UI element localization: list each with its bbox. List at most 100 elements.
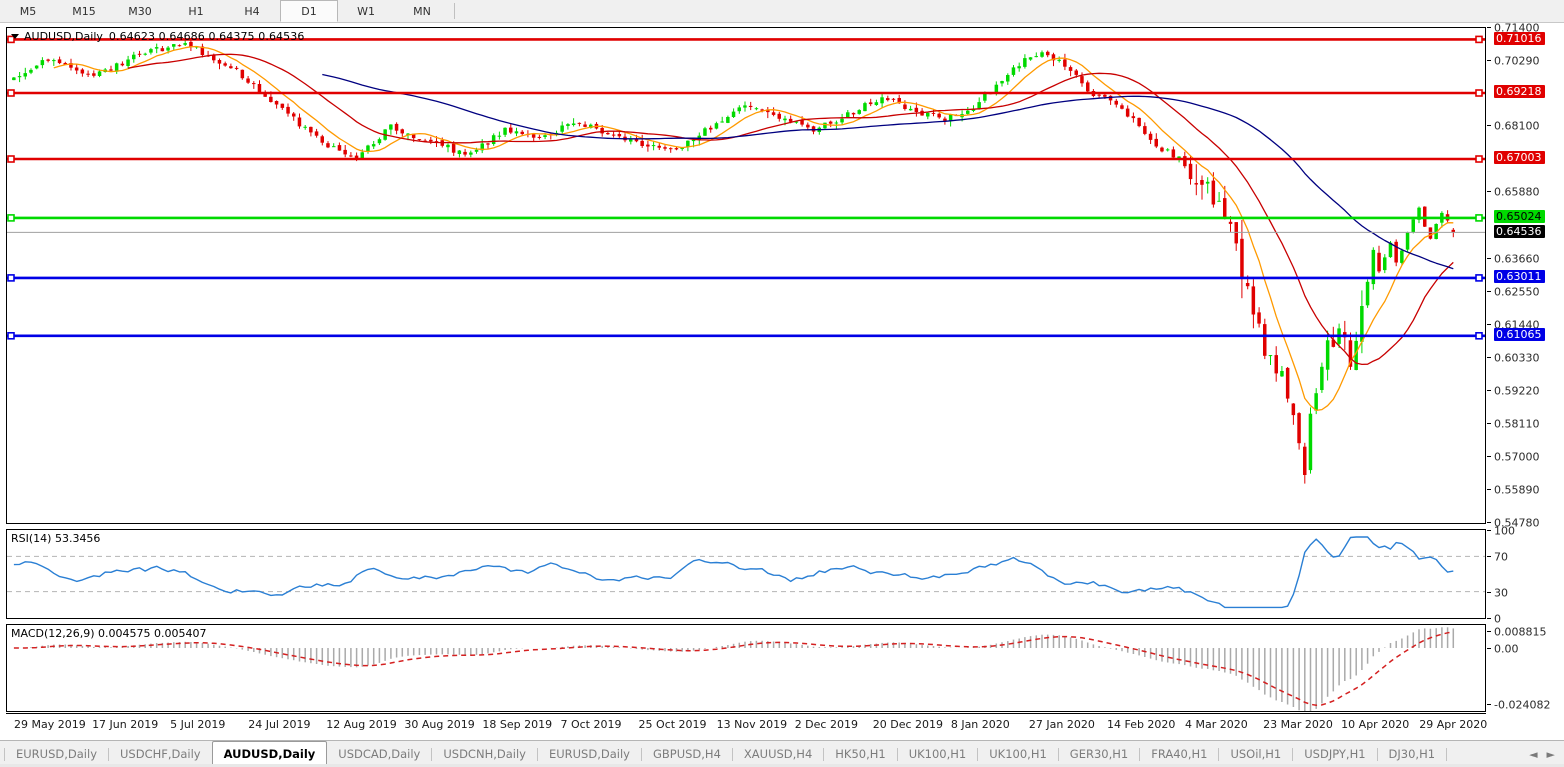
date-tick: 18 Sep 2019 <box>482 718 553 731</box>
symbol-tab-ger30-h1[interactable]: GER30,H1 <box>1069 747 1129 761</box>
level-price-label-blue[interactable]: 0.61065 <box>1494 328 1545 342</box>
timeframe-h4[interactable]: H4 <box>244 4 260 18</box>
symbol-tab-bar[interactable]: EURUSD,Daily USDCHF,Daily AUDUSD,Daily USDC… <box>0 740 1564 767</box>
price-tick: 0.61440 <box>1487 318 1540 331</box>
symbol-tab-uk100-h1[interactable]: UK100,H1 <box>989 747 1047 761</box>
rsi-tick: 0 <box>1487 612 1501 626</box>
date-tick: 27 Jan 2020 <box>1028 718 1095 731</box>
macd-tick: 0.008815 <box>1487 625 1547 639</box>
rsi-line-chart <box>7 536 1485 609</box>
timeframe-mn[interactable]: MN <box>413 4 431 18</box>
price-tick-label: 0.63660 <box>1494 252 1540 266</box>
price-axis[interactable]: 0.71400 0.70290 0.68100 0.65880 0.63660 0.625… <box>1487 22 1564 530</box>
symbol-tab-gbpusd-h4[interactable]: GBPUSD,H4 <box>652 747 721 761</box>
current-price-label[interactable]: 0.64536 <box>1494 224 1545 238</box>
tab-separator <box>823 747 825 761</box>
tab-separator <box>731 747 733 761</box>
date-tick: 2 Dec 2019 <box>794 718 858 731</box>
timeframe-toolbar[interactable]: M5 M15 M30 H1 H4 D1 W1 MN <box>0 0 1564 23</box>
symbol-tab-hk50-h1[interactable]: HK50,H1 <box>835 747 886 761</box>
rsi-tick: 30 <box>1487 586 1508 599</box>
price-tick: 0.65880 <box>1487 185 1540 199</box>
timeframe-h1[interactable]: H1 <box>188 4 204 18</box>
timeframe-m15[interactable]: M15 <box>72 4 96 18</box>
date-tick: 7 Oct 2019 <box>560 718 622 731</box>
date-tick: 25 Oct 2019 <box>638 718 707 731</box>
rsi-label: RSI(14) 53.3456 <box>11 532 101 545</box>
macd-histogram-chart <box>13 627 1455 711</box>
price-tick: 0.54780 <box>1487 516 1540 530</box>
price-tick: 0.70290 <box>1487 54 1540 68</box>
date-tick: 10 Apr 2020 <box>1341 718 1410 731</box>
timeframe-m5[interactable]: M5 <box>19 4 37 18</box>
price-tick-label: 0.70290 <box>1494 54 1540 68</box>
symbol-tab-usdcnh-daily[interactable]: USDCNH,Daily <box>443 747 526 761</box>
macd-tick: -0.024082 <box>1487 698 1550 712</box>
ohlc-values: 0.64623 0.64686 0.64375 0.64536 <box>108 30 305 43</box>
date-tick: 12 Aug 2019 <box>326 718 397 731</box>
symbol-tab-eurusd-daily[interactable]: EURUSD,Daily <box>548 747 630 761</box>
level-price-label-red[interactable]: 0.71016 <box>1494 31 1545 45</box>
price-tick: 0.55890 <box>1487 483 1540 496</box>
price-tick-label: 0.57000 <box>1494 450 1540 464</box>
rsi-indicator-panel[interactable]: RSI(14) 53.3456 <box>6 529 1486 619</box>
price-tick: 0.60330 <box>1487 351 1540 364</box>
price-chart-panel[interactable]: AUDUSD,Daily 0.64623 0.64686 0.64375 0.64… <box>6 27 1486 524</box>
tab-separator <box>1218 747 1220 761</box>
price-tick: 0.68100 <box>1487 119 1540 133</box>
tab-separator <box>640 747 642 761</box>
rsi-axis: 100 70 30 0 <box>1487 525 1564 626</box>
collapse-triangle-icon[interactable] <box>11 34 19 39</box>
date-tick: 24 Jul 2019 <box>248 718 311 731</box>
bottom-scrollbar[interactable] <box>0 764 1564 767</box>
price-tick-label: 0.65880 <box>1494 185 1540 199</box>
macd-label: MACD(12,26,9) 0.004575 0.005407 <box>11 627 207 640</box>
date-axis[interactable]: 29 May 2019 17 Jun 2019 5 Jul 2019 24 Jul 2… <box>6 713 1488 737</box>
price-tick: 0.58110 <box>1487 417 1540 430</box>
level-price-label-red[interactable]: 0.69218 <box>1494 85 1545 99</box>
tab-separator <box>1376 747 1378 761</box>
symbol-tab-usdjpy-h1[interactable]: USDJPY,H1 <box>1304 747 1366 761</box>
level-price-label-green[interactable]: 0.65024 <box>1494 210 1545 224</box>
symbol-tab-dj30-h1[interactable]: DJ30,H1 <box>1388 747 1436 761</box>
tab-scroll-right-icon[interactable]: ► <box>1546 747 1555 761</box>
toolbar-filler <box>459 0 1564 22</box>
date-tick: 29 May 2019 <box>14 718 86 731</box>
date-tick: 13 Nov 2019 <box>716 718 788 731</box>
price-tick-label: 0.59220 <box>1494 384 1540 398</box>
symbol-tab-uk100-h1[interactable]: UK100,H1 <box>908 747 967 761</box>
tab-separator <box>1292 747 1294 761</box>
macd-indicator-panel[interactable]: MACD(12,26,9) 0.004575 0.005407 <box>6 624 1486 712</box>
symbol-tab-usdcad-daily[interactable]: USDCAD,Daily <box>338 747 421 761</box>
tab-separator <box>896 747 898 761</box>
rsi-tick: 70 <box>1487 550 1508 564</box>
level-price-label-red[interactable]: 0.67003 <box>1494 151 1545 165</box>
symbol-tab-fra40-h1[interactable]: FRA40,H1 <box>1151 747 1208 761</box>
price-tick-label: 0.55890 <box>1494 483 1540 497</box>
symbol-tab-eurusd-daily[interactable]: EURUSD,Daily <box>16 747 97 761</box>
symbol-tab-xauusd-h4[interactable]: XAUUSD,H4 <box>743 747 813 761</box>
price-tick-label: 0.54780 <box>1494 516 1540 530</box>
level-price-label-blue[interactable]: 0.63011 <box>1494 270 1545 284</box>
timeframe-w1[interactable]: W1 <box>357 4 375 18</box>
macd-axis: 0.008815 0.00 -0.024082 <box>1487 624 1564 712</box>
tab-scroll-left-icon[interactable]: ◄ <box>1529 747 1538 761</box>
price-tick-label: 0.68100 <box>1494 119 1540 133</box>
price-tick: 0.71400 <box>1487 21 1540 35</box>
symbol-label: AUDUSD,Daily <box>24 30 103 43</box>
date-tick: 30 Aug 2019 <box>404 718 475 731</box>
price-tick: 0.57000 <box>1487 450 1540 463</box>
price-tick: 0.59220 <box>1487 384 1540 397</box>
chart-area[interactable]: AUDUSD,Daily 0.64623 0.64686 0.64375 0.64… <box>0 22 1564 731</box>
date-tick: 29 Apr 2020 <box>1419 718 1488 731</box>
tab-separator <box>977 747 979 761</box>
symbol-tab-usoil-h1[interactable]: USOil,H1 <box>1230 747 1282 761</box>
rsi-tick: 100 <box>1487 524 1515 538</box>
timeframe-d1[interactable]: D1 <box>280 0 338 22</box>
date-tick: 4 Mar 2020 <box>1185 718 1248 731</box>
symbol-tab-usdchf-daily[interactable]: USDCHF,Daily <box>120 747 201 761</box>
timeframe-m30[interactable]: M30 <box>128 4 152 18</box>
candlestick-chart <box>7 35 1485 484</box>
price-tick-label: 0.61440 <box>1494 318 1540 332</box>
macd-tick: 0.00 <box>1487 642 1519 656</box>
